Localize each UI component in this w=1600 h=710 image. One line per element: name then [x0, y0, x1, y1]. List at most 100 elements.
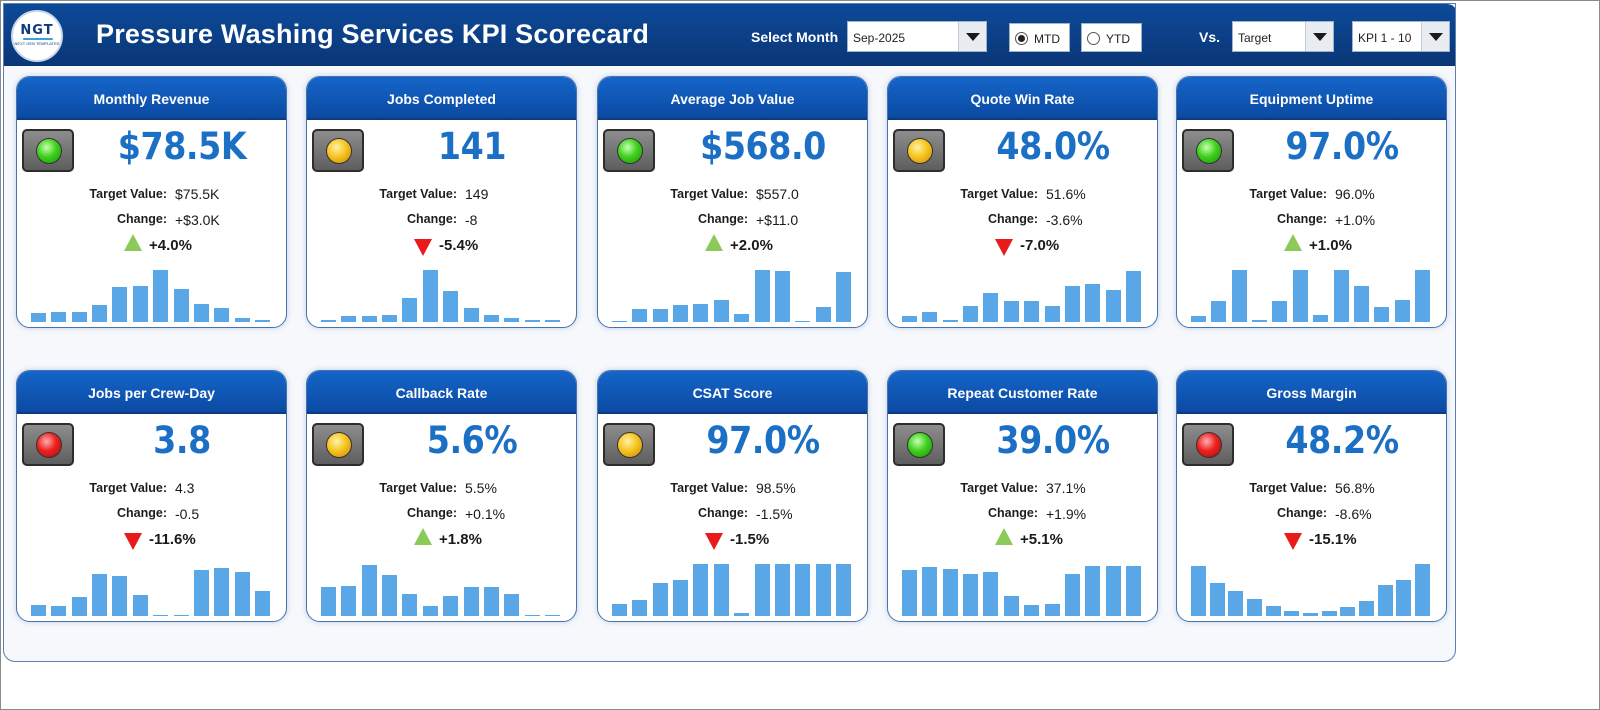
ytd-radio[interactable] — [1087, 32, 1100, 45]
sparkline-bar — [1340, 607, 1356, 616]
sparkline-bar — [1044, 306, 1060, 322]
traffic-light — [312, 129, 364, 172]
kpi-value: 5.6% — [426, 419, 518, 462]
traffic-light — [1182, 423, 1234, 466]
sparkline-bar — [795, 564, 811, 616]
sparkline-bar — [1024, 605, 1040, 616]
sparkline-bar — [1064, 574, 1080, 616]
change-label: Change: — [117, 212, 167, 226]
traffic-light — [1182, 129, 1234, 172]
sparkline-bar — [1415, 270, 1430, 322]
trend-sparkline — [31, 270, 271, 322]
sparkline-bar — [1044, 604, 1060, 616]
change-percent: +1.0% — [1309, 237, 1352, 254]
page-title: Pressure Washing Services KPI Scorecard — [96, 19, 650, 49]
kpi-card-jobs-completed: Jobs Completed 141 Target Value: 149 Cha… — [306, 76, 577, 328]
sparkline-bar — [524, 320, 540, 322]
trend-down-arrow-icon — [124, 533, 142, 550]
change-value: +1.9% — [1046, 506, 1087, 522]
sparkline-bar — [382, 315, 398, 322]
kpi-card-title: Equipment Uptime — [1249, 91, 1374, 107]
kpi-range-dropdown[interactable]: KPI 1 - 10 — [1352, 21, 1450, 52]
kpi-card-header: Jobs Completed — [307, 77, 576, 120]
mtd-radio[interactable] — [1015, 32, 1028, 45]
target-label: Target Value: — [960, 481, 1038, 495]
trend-sparkline — [321, 270, 561, 322]
sparkline-bar — [214, 308, 230, 322]
traffic-light — [603, 423, 655, 466]
change-value: +0.1% — [465, 506, 506, 522]
target-value: 98.5% — [756, 480, 796, 496]
change-label: Change: — [1277, 212, 1327, 226]
chevron-down-icon[interactable] — [958, 22, 986, 51]
trend-sparkline — [902, 564, 1142, 616]
brand-logo: NGT NEXT GEN TEMPLATES — [11, 10, 63, 62]
logo-subtext: NEXT GEN TEMPLATES — [14, 41, 60, 46]
change-value: +$11.0 — [756, 212, 799, 228]
trend-sparkline — [1191, 564, 1431, 616]
kpi-card-callback-rate: Callback Rate 5.6% Target Value: 5.5% Ch… — [306, 370, 577, 622]
change-label: Change: — [1277, 506, 1327, 520]
kpi-card-title: Monthly Revenue — [93, 91, 210, 107]
kpi-card-header: Monthly Revenue — [17, 77, 286, 120]
sparkline-bar — [795, 321, 811, 322]
sparkline-bar — [902, 570, 917, 616]
sparkline-bar — [1105, 290, 1121, 322]
trend-sparkline — [612, 270, 852, 322]
traffic-light — [22, 129, 74, 172]
sparkline-bar — [1191, 566, 1206, 616]
sparkline-bar — [112, 576, 128, 616]
trend-down-arrow-icon — [705, 533, 723, 550]
kpi-card-title: Callback Rate — [395, 385, 488, 401]
status-green-icon — [36, 138, 62, 164]
sparkline-bar — [31, 313, 46, 322]
comparison-dropdown[interactable]: Target — [1232, 21, 1334, 52]
sparkline-bar — [1321, 611, 1337, 616]
sparkline-bar — [255, 320, 270, 322]
change-percent: -7.0% — [1020, 237, 1060, 254]
kpi-card-header: Equipment Uptime — [1177, 77, 1446, 120]
sparkline-bar — [361, 316, 377, 322]
sparkline-bar — [754, 270, 770, 322]
sparkline-bar — [815, 307, 831, 322]
sparkline-bar — [321, 587, 336, 616]
month-dropdown[interactable]: Sep-2025 — [847, 21, 987, 52]
trend-sparkline — [321, 564, 561, 616]
sparkline-bar — [1265, 606, 1281, 616]
change-percent: +4.0% — [149, 237, 192, 254]
sparkline-bar — [1333, 270, 1349, 322]
change-label: Change: — [698, 212, 748, 226]
ytd-option[interactable]: YTD — [1081, 23, 1142, 52]
change-percent: -11.6% — [149, 531, 196, 548]
sparkline-bar — [983, 293, 999, 322]
mtd-option[interactable]: MTD — [1009, 23, 1070, 52]
kpi-card-monthly-revenue: Monthly Revenue $78.5K Target Value: $75… — [16, 76, 287, 328]
status-amber-icon — [907, 138, 933, 164]
sparkline-bar — [193, 304, 209, 322]
kpi-card-title: Jobs Completed — [387, 91, 496, 107]
sparkline-bar — [422, 606, 438, 616]
sparkline-bar — [483, 315, 499, 322]
sparkline-bar — [693, 304, 709, 322]
kpi-value: $78.5K — [117, 125, 247, 168]
sparkline-bar — [1252, 320, 1268, 322]
kpi-card-jobs-per-crew-day: Jobs per Crew-Day 3.8 Target Value: 4.3 … — [16, 370, 287, 622]
sparkline-bar — [71, 597, 87, 616]
sparkline-bar — [341, 586, 357, 616]
logo-text: NGT — [20, 23, 54, 38]
target-label: Target Value: — [379, 481, 457, 495]
chevron-down-icon[interactable] — [1305, 22, 1333, 51]
traffic-light — [312, 423, 364, 466]
sparkline-bar — [1003, 301, 1019, 322]
sparkline-bar — [71, 312, 87, 322]
chevron-down-icon[interactable] — [1421, 22, 1449, 51]
sparkline-bar — [1292, 270, 1308, 322]
vs-label: Vs. — [1199, 29, 1221, 45]
change-value: -8.6% — [1335, 506, 1372, 522]
trend-sparkline — [902, 270, 1142, 322]
trend-down-arrow-icon — [995, 239, 1013, 256]
kpi-value: 97.0% — [1285, 125, 1399, 168]
select-month-label: Select Month — [751, 29, 839, 45]
sparkline-bar — [1085, 284, 1101, 322]
